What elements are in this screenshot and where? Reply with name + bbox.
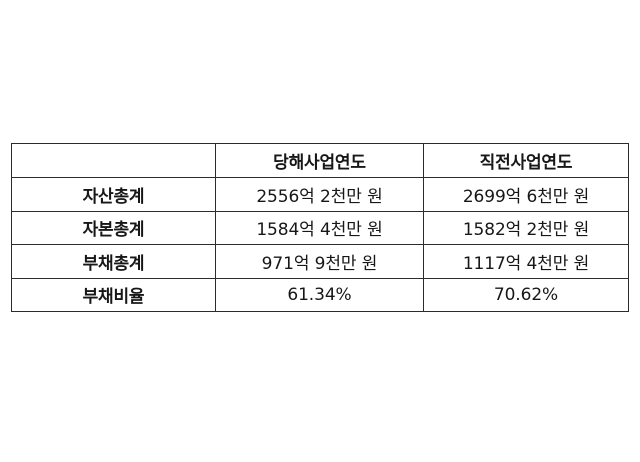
table-header-row: 당해사업연도 직전사업연도 (11, 143, 629, 178)
table-row: 자산총계 2556억 2천만 원 2699억 6천만 원 (11, 177, 629, 212)
cell-total-liabilities-current: 971억 9천만 원 (215, 244, 424, 279)
cell-total-assets-prior: 2699억 6천만 원 (423, 177, 629, 212)
row-label-total-equity: 자본총계 (11, 210, 216, 245)
cell-total-equity-prior: 1582억 2천만 원 (423, 210, 629, 245)
column-header-prior-year: 직전사업연도 (423, 143, 629, 178)
table-row: 부채총계 971억 9천만 원 1117억 4천만 원 (11, 244, 629, 279)
table-body: 자산총계 2556억 2천만 원 2699억 6천만 원 자본총계 1584억 … (11, 177, 629, 312)
row-label-debt-ratio: 부채비율 (11, 277, 216, 312)
table-corner-cell (11, 143, 216, 178)
row-label-total-assets: 자산총계 (11, 177, 216, 212)
table-row: 부채비율 61.34% 70.62% (11, 277, 629, 312)
table-row: 자본총계 1584억 4천만 원 1582억 2천만 원 (11, 210, 629, 245)
financial-summary-table-container: 당해사업연도 직전사업연도 자산총계 2556억 2천만 원 2699억 6천만… (11, 143, 629, 312)
cell-debt-ratio-current: 61.34% (215, 277, 424, 312)
row-label-total-liabilities: 부채총계 (11, 244, 216, 279)
cell-total-equity-current: 1584억 4천만 원 (215, 210, 424, 245)
financial-summary-table: 당해사업연도 직전사업연도 자산총계 2556억 2천만 원 2699억 6천만… (11, 143, 629, 312)
cell-total-assets-current: 2556억 2천만 원 (215, 177, 424, 212)
cell-total-liabilities-prior: 1117억 4천만 원 (423, 244, 629, 279)
cell-debt-ratio-prior: 70.62% (423, 277, 629, 312)
table-header: 당해사업연도 직전사업연도 (11, 143, 629, 178)
column-header-current-year: 당해사업연도 (215, 143, 424, 178)
